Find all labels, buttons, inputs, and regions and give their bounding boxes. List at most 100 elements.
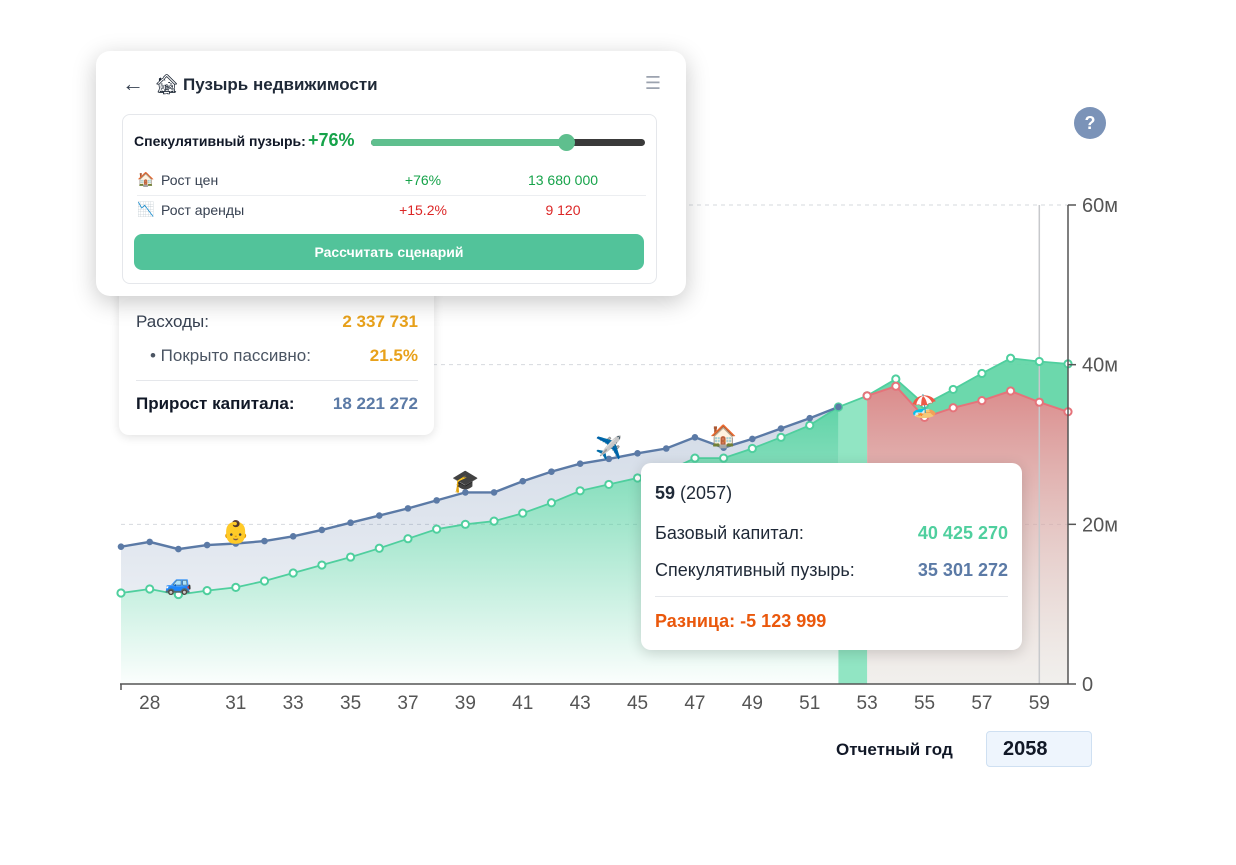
base-point: [173, 589, 183, 600]
event-icon: 🏠: [710, 424, 737, 449]
base-point: [575, 486, 585, 496]
bubble-point: [576, 460, 584, 467]
base-point: [345, 552, 356, 562]
abandoned-house-icon: 🏚: [154, 74, 180, 96]
base-point: [1034, 356, 1044, 367]
base-point: [919, 399, 930, 410]
bubble-point: [806, 414, 814, 422]
bubble-slider[interactable]: [371, 134, 645, 151]
x-tick-label: 55: [914, 693, 935, 714]
bubble-point: [548, 468, 555, 475]
bubble-point: [605, 455, 613, 463]
bubble-point: [777, 425, 785, 432]
base-point: [690, 453, 700, 463]
bubble-after-point: [919, 412, 930, 422]
bubble-point: [404, 505, 412, 512]
calculate-scenario-button[interactable]: Рассчитать сценарий: [134, 234, 644, 270]
growth-label: Прирост капитала:: [136, 394, 295, 413]
event-icon: 🚙: [165, 571, 192, 597]
help-icon[interactable]: ?: [1074, 107, 1106, 139]
bubble-point: [462, 489, 469, 496]
bubble-point: [720, 444, 727, 451]
base-point: [977, 368, 987, 379]
x-tick-label: 57: [971, 693, 992, 714]
slider-label: Спекулятивный пузырь:: [134, 133, 306, 149]
metric-label: Рост цен: [161, 172, 219, 188]
bubble-after-point: [1006, 386, 1016, 396]
metric-divider: [137, 195, 646, 196]
metric-row-price: 🏠 Рост цен +76% 13 680 000: [137, 167, 646, 195]
y-tick-label: 40м: [1082, 355, 1118, 377]
covered-label: • Покрыто пассивно:: [150, 346, 311, 365]
covered-row: • Покрыто пассивно: 21.5%: [136, 346, 418, 366]
base-point: [776, 432, 786, 442]
y-tick-label: 0: [1082, 674, 1093, 696]
scenario-settings: Спекулятивный пузырь: +76% 🏠 Рост цен +7…: [122, 114, 657, 284]
base-above-area: [867, 358, 1068, 418]
report-year-input[interactable]: [986, 731, 1092, 767]
metric-row-rent: 📉 Рост аренды +15.2% 9 120: [137, 197, 646, 225]
x-tick-label: 28: [139, 693, 160, 714]
event-icons: 🚙 👶 🎓 ✈️ 🏠 🏖️: [165, 393, 939, 596]
metric-value: 9 120: [545, 202, 581, 218]
x-tick-label: 37: [397, 693, 418, 714]
x-tick-label: 51: [799, 693, 820, 714]
base-point: [1006, 353, 1016, 363]
chart-tooltip: 59 (2057) Базовый капитал: 40 425 270 Сп…: [641, 463, 1022, 650]
slider-thumb[interactable]: [557, 134, 575, 151]
bubble-after-point: [977, 395, 987, 406]
base-point: [403, 534, 413, 544]
scenario-panel: ← 🏚 Пузырь недвижимости ☰ Спекулятивный …: [96, 51, 686, 296]
base-point: [288, 568, 298, 578]
x-tick-label: 41: [512, 693, 533, 714]
metric-percent: +76%: [404, 172, 442, 188]
event-icon: 👶: [222, 519, 249, 544]
base-point: [719, 453, 729, 463]
x-tick-label: 35: [340, 693, 361, 714]
bubble-after-line: [866, 385, 1069, 419]
tooltip-bubble-row: Спекулятивный пузырь: 35 301 272: [655, 560, 1008, 581]
tooltip-age: 59: [655, 483, 676, 503]
bubble-point: [289, 533, 297, 540]
bubble-point: [318, 526, 326, 534]
bubble-point: [347, 519, 354, 527]
base-point: [747, 443, 757, 454]
base-point: [546, 498, 557, 508]
base-line: [120, 357, 1069, 596]
bubble-point: [634, 449, 641, 457]
chart-lines: [120, 205, 1069, 684]
x-tick-label: 59: [1029, 693, 1050, 714]
chart-down-icon: 📉: [137, 201, 155, 217]
metric-value: 13 680 000: [527, 172, 599, 188]
expenses-value: 2 337 731: [342, 312, 418, 331]
growth-value: 18 221 272: [332, 394, 418, 413]
menu-icon[interactable]: ☰: [644, 73, 661, 93]
house-icon: 🏠: [137, 171, 155, 187]
x-tick-label: 53: [857, 693, 878, 714]
stats-divider: [136, 380, 418, 381]
base-point: [489, 516, 499, 526]
base-point: [116, 588, 126, 598]
tooltip-difference: Разница: -5 123 999: [655, 611, 827, 631]
bubble-point: [749, 435, 756, 443]
covered-value: 21.5%: [369, 346, 418, 365]
bubble-point: [835, 403, 842, 411]
base-point: [202, 585, 212, 596]
back-arrow-icon[interactable]: ←: [122, 71, 144, 96]
bubble-after-point: [948, 403, 958, 413]
x-tick-label: 31: [225, 693, 246, 714]
x-tick-label: 45: [627, 693, 648, 714]
chart-axes: 0 20м 40м 60м 28 31 33 35 37 39 41 43 45 47 49 51 53 55 57…: [120, 195, 1118, 714]
report-year-label: Отчетный год: [836, 740, 953, 759]
bubble-point: [261, 537, 268, 545]
x-tick-label: 39: [455, 693, 476, 714]
base-point: [518, 508, 528, 518]
bubble-point: [232, 540, 240, 547]
x-tick-label: 43: [570, 693, 591, 714]
chart-points: [116, 353, 1073, 600]
bubble-after-point: [1034, 397, 1044, 407]
stats-card: Расходы: 2 337 731 • Покрыто пассивно: 2…: [119, 280, 434, 435]
event-icon: ✈️: [595, 434, 622, 460]
metric-label: Рост аренды: [161, 202, 245, 218]
bubble-point: [433, 497, 440, 504]
